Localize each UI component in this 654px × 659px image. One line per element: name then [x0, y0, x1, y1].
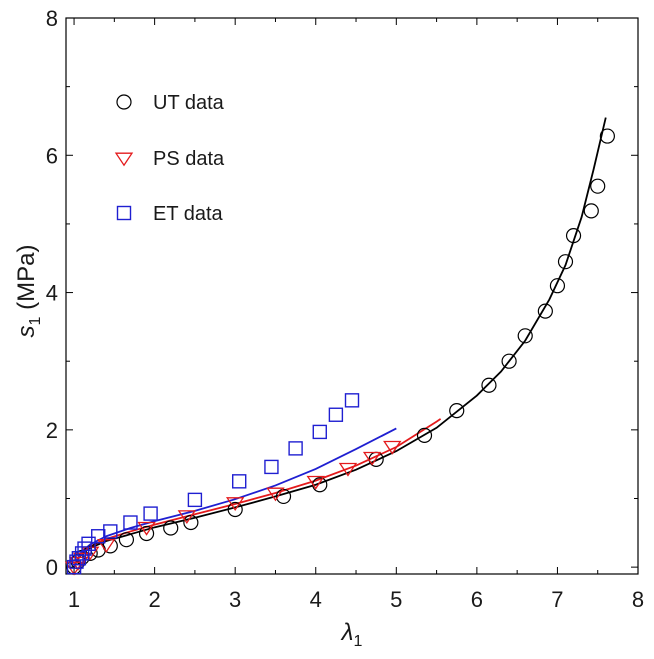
x-tick-label: 1 [68, 587, 80, 612]
data-point-square [66, 559, 82, 575]
data-point-circle [183, 514, 199, 531]
series-square [66, 393, 360, 575]
data-point-triangle-down [97, 539, 116, 553]
data-point-circle [583, 203, 599, 219]
data-point-circle [517, 328, 533, 344]
data-point-circle [275, 488, 292, 505]
data-point-square [232, 474, 247, 489]
legend-marker-square [116, 205, 132, 221]
legend: UT data PS data ET data [114, 92, 225, 225]
data-point-square [103, 524, 118, 539]
data-point-circle [449, 403, 465, 419]
x-tick-label: 8 [632, 587, 644, 612]
data-point-circle [565, 227, 582, 244]
data-point-square [264, 459, 279, 475]
data-point-triangle-down [338, 462, 358, 477]
data-point-square [123, 515, 138, 530]
data-point-square [77, 541, 92, 556]
data-point-circle [102, 538, 118, 554]
data-point-square [328, 407, 344, 422]
data-point-circle [557, 254, 574, 270]
data-point-square [344, 393, 360, 408]
x-tick-label: 6 [471, 587, 483, 612]
data-point-square [71, 551, 87, 566]
x-axis-title: λ1 [340, 619, 363, 650]
data-point-triangle-down [306, 475, 325, 490]
legend-label: PS data [153, 148, 225, 170]
series-circle [66, 128, 615, 575]
legend-marker-triangle-down [114, 152, 134, 167]
y-axis-title-unit: (MPa) [13, 245, 40, 317]
data-point-square [143, 506, 158, 521]
data-point-circle [481, 377, 497, 393]
plot-area: 1 2 3 4 5 6 7 8 0 2 4 6 8 [46, 6, 644, 612]
data-point-circle [163, 520, 179, 536]
data-point-circle [537, 303, 553, 319]
x-tick-label: 3 [229, 587, 241, 612]
data-point-triangle-down [68, 556, 88, 571]
data-point-square [288, 441, 303, 456]
plot-frame [65, 17, 639, 575]
data-point-square [312, 424, 327, 440]
x-tick-label: 4 [310, 587, 322, 612]
legend-label: ET data [153, 203, 224, 225]
data-point-square [81, 536, 96, 551]
data-point-square [187, 492, 203, 508]
data-point-circle [590, 178, 606, 194]
data-point-triangle-down [383, 440, 402, 455]
y-tick-label: 2 [46, 418, 58, 443]
data-point-circle [416, 427, 433, 443]
y-tick-label: 6 [46, 143, 58, 168]
x-tick-label: 2 [148, 587, 160, 612]
data-point-circle [599, 128, 615, 144]
data-point-circle [138, 525, 155, 542]
data-point-circle [549, 278, 566, 294]
data-point-square [91, 529, 106, 544]
series-triangle-down [64, 440, 402, 576]
data-point-triangle-down [225, 497, 245, 511]
x-tick-label: 5 [390, 587, 402, 612]
x-axis-title-subscript: 1 [353, 633, 362, 650]
data-point-circle [118, 532, 135, 548]
y-tick-label: 0 [46, 555, 58, 580]
data-point-triangle-down [177, 510, 197, 525]
legend-label: UT data [153, 92, 225, 114]
legend-marker-circle [116, 94, 132, 110]
data-point-triangle-down [80, 546, 100, 561]
data-point-triangle-down [137, 521, 156, 536]
y-tick-label: 4 [46, 281, 58, 306]
y-axis-title: s1 (MPa) [13, 245, 44, 338]
data-point-circle [227, 501, 243, 518]
x-tick-label: 7 [551, 587, 563, 612]
y-tick-label: 8 [46, 6, 58, 31]
y-axis-title-subscript: 1 [27, 316, 44, 325]
data-point-square [69, 554, 84, 569]
y-axis-title-symbol: s [13, 325, 40, 337]
data-point-circle [501, 353, 517, 369]
x-axis-title-symbol: λ [340, 619, 354, 646]
data-point-triangle-down [266, 487, 285, 502]
data-point-triangle-down [362, 451, 382, 466]
